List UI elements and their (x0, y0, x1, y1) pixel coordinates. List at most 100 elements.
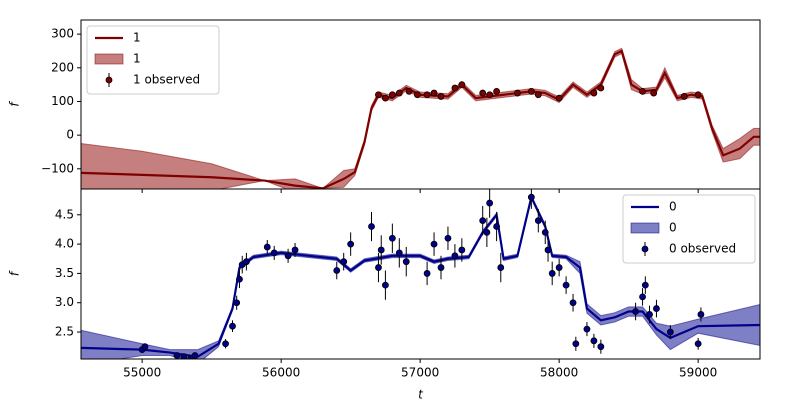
observed-point (388, 234, 396, 242)
observed-point (451, 252, 459, 260)
y-tick-label: 100 (51, 94, 74, 108)
observed-point (284, 252, 292, 260)
model-line (81, 193, 760, 358)
y-tick-label: 3.5 (55, 266, 74, 280)
y-tick-label: −100 (41, 161, 74, 175)
observed-point (458, 246, 466, 254)
y-tick-label: 0 (66, 128, 74, 142)
observed-point (263, 243, 271, 251)
observed-point (388, 91, 396, 99)
y-axis-label: f (8, 101, 22, 107)
observed-point (180, 353, 188, 359)
legend-marker (105, 76, 113, 84)
legend-label: 0 observed (669, 242, 736, 256)
legend: 0 0 0 observed (622, 194, 756, 264)
observed-point (236, 275, 243, 283)
observed-point (479, 89, 487, 97)
observed-point (680, 93, 688, 100)
x-tick-label: 56000 (262, 366, 300, 380)
observed-point (377, 246, 385, 254)
observed-point (141, 343, 149, 351)
observed-point (583, 325, 591, 333)
observed-point (340, 258, 348, 266)
x-tick-label: 59000 (679, 366, 717, 380)
observed-point (233, 299, 241, 307)
observed-point (639, 87, 646, 95)
observed-point (395, 249, 403, 257)
observed-point (458, 81, 466, 89)
x-tick-label: 58000 (540, 366, 578, 380)
observed-point (534, 91, 542, 99)
observed-point (486, 91, 494, 99)
observed-point (544, 246, 552, 254)
observed-point (653, 305, 660, 312)
y-tick-label: 3.0 (55, 295, 74, 309)
observed-point (229, 322, 236, 330)
observed-point (694, 340, 702, 348)
legend-label: 1 observed (133, 73, 200, 87)
legend: 1 1 1 observed (86, 25, 220, 95)
observed-point (590, 337, 598, 345)
observed-point (395, 89, 403, 97)
observed-point (514, 89, 521, 97)
y-tick-label: 4.5 (55, 207, 74, 221)
observed-point (497, 264, 505, 271)
observed-point (375, 91, 382, 99)
observed-point (527, 87, 535, 95)
observed-point (493, 223, 501, 230)
legend-patch (94, 53, 124, 65)
observed-point (451, 84, 459, 92)
observed-point (243, 258, 250, 266)
observed-point (641, 281, 649, 289)
legend-patch (630, 222, 660, 234)
legend-label: 0 (669, 221, 677, 235)
observed-point (222, 340, 229, 348)
observed-point (382, 281, 389, 289)
observed-point (291, 246, 299, 254)
y-tick-label: 200 (51, 60, 74, 74)
observed-point (423, 270, 431, 277)
plot-area (81, 189, 760, 359)
observed-point (333, 267, 341, 274)
observed-point (191, 352, 199, 359)
y-tick-label: 300 (51, 27, 74, 41)
y-tick-label: 4.0 (55, 237, 74, 251)
observed-point (572, 340, 580, 348)
observed-point (382, 94, 389, 102)
legend-box (622, 194, 756, 264)
confidence-band (81, 193, 760, 359)
observed-point (534, 217, 542, 225)
x-tick-label: 55000 (123, 366, 161, 380)
observed-point (597, 343, 605, 351)
observed-point (697, 311, 705, 318)
observed-point (650, 89, 658, 97)
observed-point (590, 89, 598, 97)
observed-point (270, 249, 278, 257)
x-axis-label: t (418, 388, 424, 401)
observed-point (493, 87, 501, 95)
observed-point (405, 87, 413, 95)
observed-point (375, 264, 382, 271)
observed-point (666, 328, 674, 336)
x-tick-label: 57000 (401, 366, 439, 380)
observed-point (541, 228, 549, 236)
observed-point (555, 264, 563, 271)
y-tick-label: 2.5 (55, 325, 74, 339)
observed-point (437, 264, 445, 271)
legend-label: 1 (133, 31, 141, 45)
legend-box (86, 25, 220, 95)
observed-point (437, 93, 445, 100)
observed-point (444, 234, 452, 242)
observed-point (483, 228, 491, 236)
observed-point (646, 311, 653, 318)
observed-point (562, 281, 570, 289)
observed-point (402, 258, 410, 266)
y-axis-label: f (8, 270, 22, 276)
observed-point (430, 89, 438, 97)
observed-point (173, 352, 181, 359)
observed-point (413, 91, 421, 99)
observed-point (430, 240, 438, 248)
observed-point (555, 94, 563, 102)
observed-point (347, 240, 355, 248)
